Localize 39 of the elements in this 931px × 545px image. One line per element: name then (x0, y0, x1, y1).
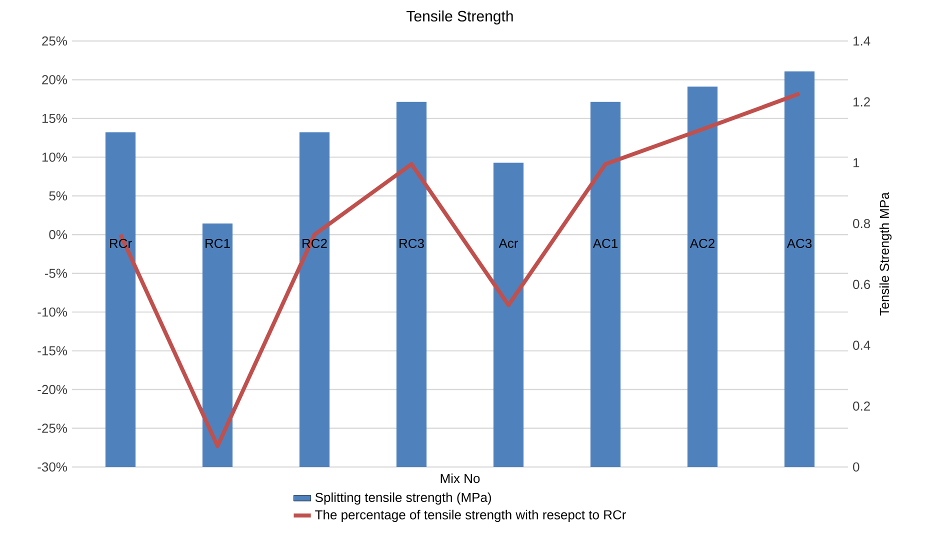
y2-tick-label: 0.2 (853, 402, 870, 411)
bar (105, 132, 136, 467)
y2-tick-label: 1.4 (854, 36, 870, 46)
y2-tick-label: 0.6 (853, 280, 870, 290)
legend-label: Splitting tensile strength (MPa) (315, 492, 492, 505)
x-tick-label: AC3 (786, 238, 812, 248)
y-tick-label: -10% (38, 307, 68, 317)
legend-label: The percentage of tensile strength with resepct to RCr (315, 510, 626, 522)
bar (687, 86, 718, 467)
x-tick-label: AC2 (690, 238, 714, 248)
y-tick-label: -20% (38, 384, 68, 394)
y2-tick-label: 0.8 (853, 218, 870, 228)
x-tick-label: AC1 (592, 238, 618, 248)
y2-tick-label: 1 (854, 158, 860, 168)
y-tick-label: -30% (38, 462, 68, 472)
bar (493, 162, 524, 467)
bar (784, 71, 815, 467)
x-axis-title: Mix No (440, 474, 480, 484)
bar (396, 102, 427, 467)
y2-tick-label: 0.4 (853, 340, 870, 350)
y-tick-label: -25% (38, 424, 68, 433)
y-tick-label: 5% (49, 191, 68, 200)
x-tick-label: RC3 (400, 238, 424, 248)
bar (202, 224, 233, 467)
bar (299, 132, 330, 467)
bar (590, 102, 621, 467)
x-tick-label: RC1 (206, 238, 230, 248)
y-tick-label: 20% (42, 75, 68, 84)
y2-axis-title: Tensile Strength MPa (879, 192, 892, 316)
chart-title: Tensile Strength (406, 10, 513, 24)
y-tick-label: -15% (38, 346, 68, 356)
y-tick-label: 10% (42, 152, 68, 162)
x-tick-label: Acr (498, 238, 518, 248)
y-tick-label: 15% (42, 114, 68, 124)
y-tick-label: 0% (49, 230, 68, 240)
y-tick-label: -5% (44, 268, 68, 278)
y2-tick-label: 1.2 (854, 97, 870, 106)
y2-tick-label: 0 (853, 462, 860, 472)
y-tick-label: 25% (42, 36, 68, 46)
